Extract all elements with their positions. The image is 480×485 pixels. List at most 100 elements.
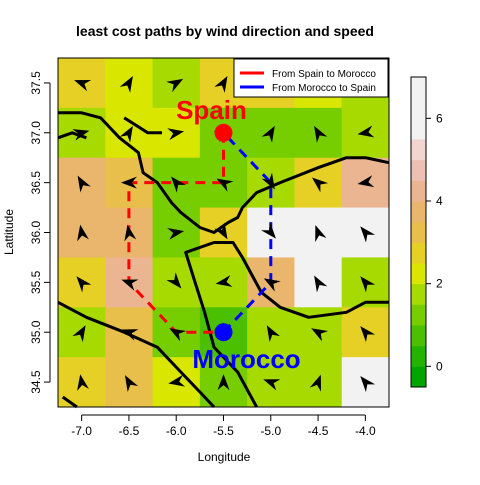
wind-arrow bbox=[121, 279, 139, 291]
wind-arrow bbox=[216, 178, 234, 192]
path-morocco-to-spain bbox=[222, 131, 273, 334]
wind-arrow bbox=[167, 128, 185, 141]
wind-arrow bbox=[261, 172, 275, 190]
wind-arrow bbox=[167, 227, 185, 240]
legend: From Spain to Morocco From Morocco to Sp… bbox=[233, 58, 389, 98]
colorbar-band bbox=[411, 159, 426, 181]
colorbar-band bbox=[411, 221, 426, 243]
label-spain: Spain bbox=[176, 95, 247, 125]
colorbar-tick-label: 4 bbox=[436, 194, 443, 208]
point-spain bbox=[214, 123, 233, 142]
wind-arrow bbox=[261, 222, 276, 239]
y-tick-label: 36.0 bbox=[29, 220, 43, 244]
x-tick-label: -5.5 bbox=[213, 424, 234, 438]
wind-arrow bbox=[120, 176, 137, 189]
y-axis-label: Lattitude bbox=[2, 209, 16, 255]
x-axis: -7.0 -6.5 -6.0 -5.5 -5.0 -4.5 -4.0 bbox=[71, 414, 376, 438]
wind-arrow bbox=[124, 375, 139, 393]
colorbar-band bbox=[411, 304, 426, 326]
wind-arrow bbox=[124, 224, 137, 242]
wind-arrow bbox=[74, 79, 92, 92]
legend-box bbox=[233, 58, 389, 98]
wind-arrow bbox=[119, 125, 133, 143]
location-points: Spain Morocco bbox=[176, 95, 301, 374]
colorbar-band bbox=[411, 77, 426, 99]
wind-arrow bbox=[357, 175, 375, 188]
colorbar-tick-label: 6 bbox=[436, 111, 443, 125]
wind-arrow bbox=[309, 374, 322, 392]
chart-title: least cost paths by wind direction and s… bbox=[76, 23, 374, 39]
colorbar-band bbox=[411, 283, 426, 305]
wind-arrow bbox=[261, 125, 275, 143]
wind-arrow bbox=[166, 78, 184, 93]
wind-arrow bbox=[215, 275, 233, 287]
wind-arrow bbox=[214, 75, 228, 93]
y-tick-label: 37.5 bbox=[29, 71, 43, 95]
y-tick-label: 35.5 bbox=[29, 270, 43, 294]
colorbar-band bbox=[411, 201, 426, 223]
legend-label-morocco-to-spain: From Morocco to Spain bbox=[272, 83, 376, 94]
y-axis: 34.5 35.0 35.5 36.0 36.5 37.0 37.5 bbox=[29, 71, 51, 394]
wind-arrow bbox=[72, 129, 90, 141]
wind-arrow bbox=[311, 177, 329, 193]
coastline bbox=[123, 116, 162, 135]
wind-arrow bbox=[77, 175, 91, 193]
coastline bbox=[61, 395, 78, 409]
legend-label-spain-to-morocco: From Spain to Morocco bbox=[272, 69, 376, 80]
colorbar-tick-label: 0 bbox=[436, 359, 443, 373]
wind-arrow bbox=[166, 272, 182, 289]
wind-arrow bbox=[168, 374, 186, 387]
wind-arrow bbox=[77, 224, 89, 242]
wind-arrow bbox=[311, 328, 329, 342]
colorbar-band bbox=[411, 118, 426, 140]
x-tick-label: -4.0 bbox=[355, 424, 376, 438]
wind-arrow bbox=[119, 75, 133, 93]
plot-frame bbox=[57, 57, 390, 408]
wind-arrow bbox=[169, 328, 187, 342]
y-tick-label: 35.0 bbox=[29, 320, 43, 344]
wind-arrow bbox=[266, 325, 280, 343]
wind-arrow bbox=[214, 222, 228, 240]
colorbar-band bbox=[411, 242, 426, 264]
colorbar-band bbox=[411, 97, 426, 119]
x-tick-label: -7.0 bbox=[71, 424, 92, 438]
wind-arrows bbox=[72, 75, 376, 393]
wind-arrow bbox=[360, 326, 376, 343]
coastline bbox=[184, 241, 389, 408]
colorbar-band bbox=[411, 366, 426, 388]
wind-arrow bbox=[360, 276, 376, 293]
wind-arrow bbox=[217, 374, 230, 391]
colorbar-band bbox=[411, 139, 426, 161]
wind-arrow bbox=[76, 276, 92, 293]
point-morocco bbox=[214, 323, 233, 342]
y-tick-label: 34.5 bbox=[29, 370, 43, 394]
y-tick-label: 36.5 bbox=[29, 171, 43, 195]
wind-arrow bbox=[263, 379, 281, 391]
coastline-layer bbox=[57, 111, 390, 409]
colorbar-band bbox=[411, 263, 426, 285]
x-tick-label: -6.5 bbox=[119, 424, 140, 438]
wind-arrow bbox=[360, 226, 376, 243]
y-tick-label: 37.0 bbox=[29, 121, 43, 145]
x-tick-label: -4.5 bbox=[308, 424, 329, 438]
colorbar-band bbox=[411, 345, 426, 367]
x-axis-label: Longitude bbox=[198, 450, 251, 464]
coastline bbox=[57, 300, 216, 409]
wind-arrow bbox=[357, 125, 375, 138]
label-morocco: Morocco bbox=[192, 344, 300, 374]
wind-arrow bbox=[360, 375, 376, 393]
colorbar: 0 2 4 6 bbox=[410, 76, 443, 388]
wind-arrow bbox=[263, 278, 281, 292]
wind-arrow bbox=[314, 125, 328, 143]
wind-arrow bbox=[314, 275, 328, 293]
wind-arrow bbox=[121, 329, 139, 341]
colorbar-frame bbox=[410, 76, 427, 388]
colorbar-tick-label: 2 bbox=[436, 277, 443, 291]
coastline bbox=[58, 111, 390, 234]
wind-arrow bbox=[72, 325, 86, 343]
wind-arrow bbox=[315, 224, 327, 243]
colorbar-band bbox=[411, 180, 426, 202]
x-tick-label: -5.0 bbox=[260, 424, 281, 438]
